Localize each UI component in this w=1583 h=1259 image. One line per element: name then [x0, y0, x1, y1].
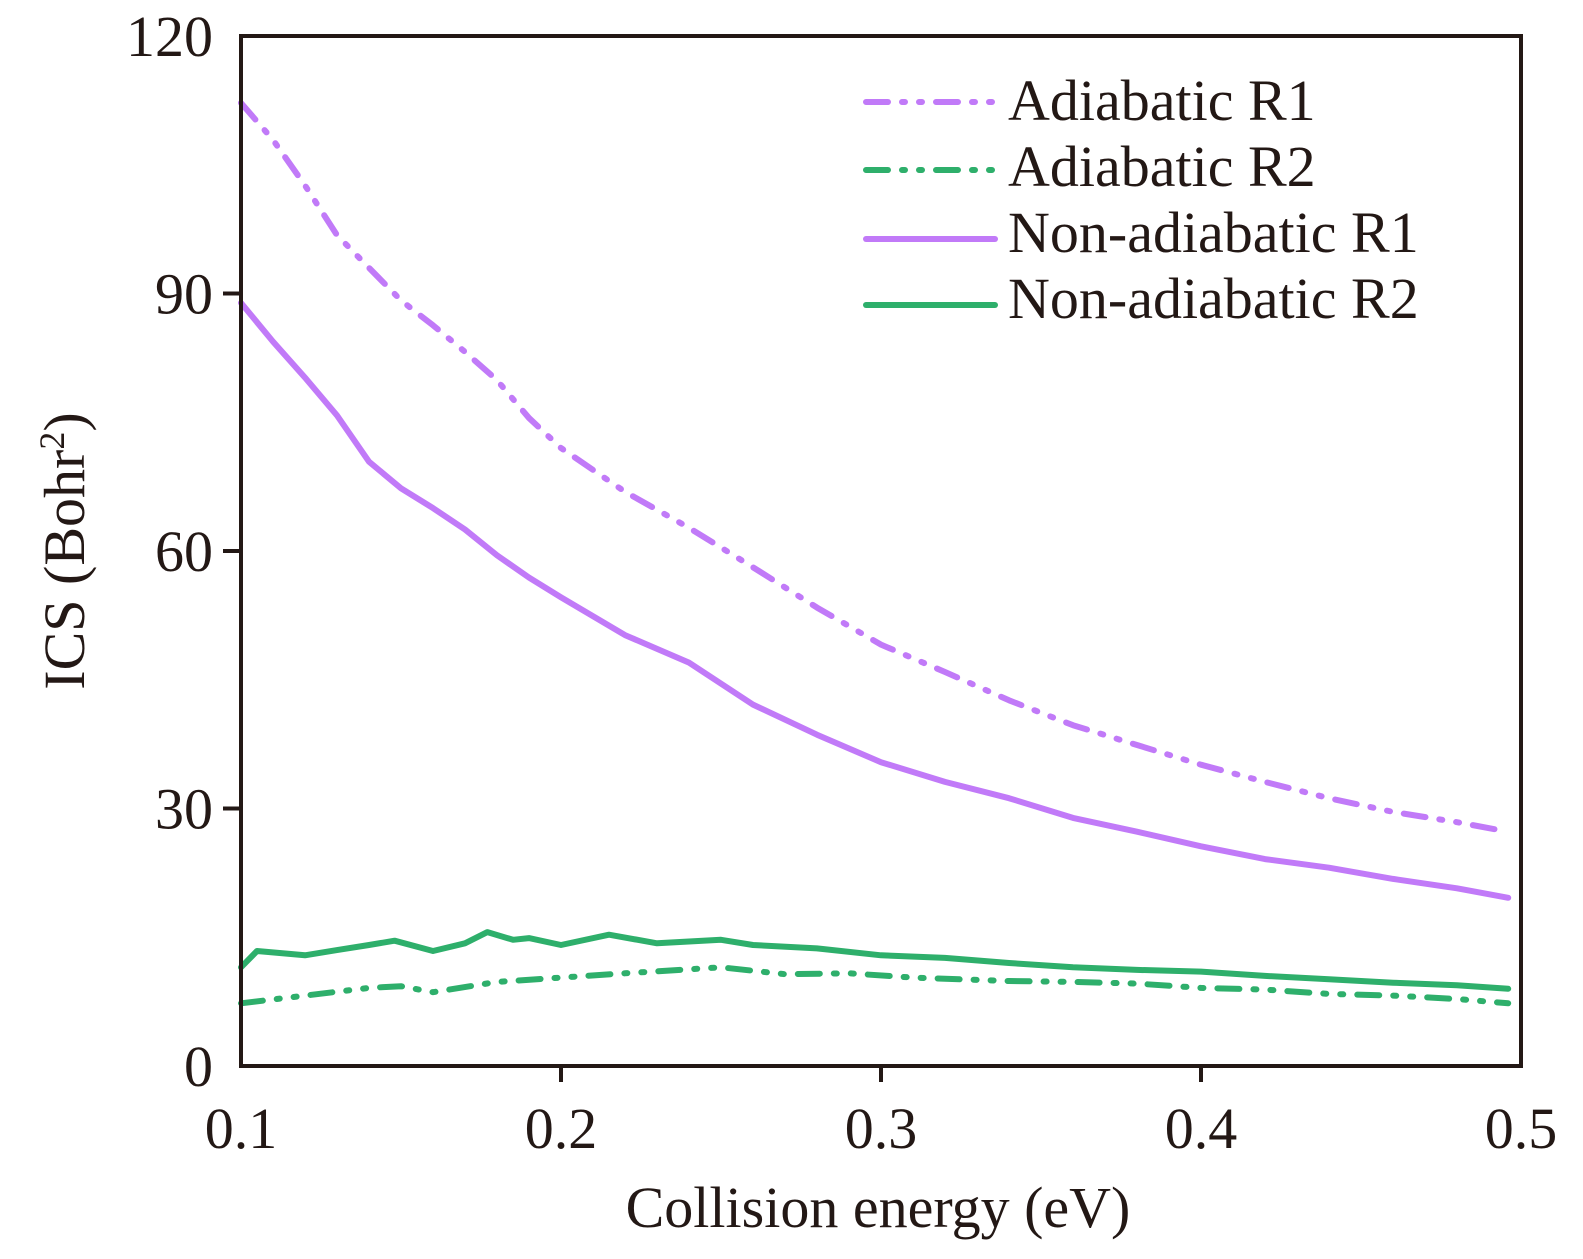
- legend-label-adiabatic-r2: Adiabatic R2: [1008, 134, 1316, 199]
- x-tick-label: 0.3: [845, 1096, 918, 1161]
- y-tick-label: 0: [184, 1034, 213, 1099]
- y-axis-title-superscript: 2: [32, 432, 72, 450]
- y-tick-label: 90: [155, 262, 213, 327]
- legend: Adiabatic R1 Adiabatic R2 Non-adiabatic …: [863, 68, 1419, 331]
- y-axis: 0 30 60 90 120: [126, 4, 241, 1099]
- series-layer: [238, 99, 1512, 1007]
- y-axis-title: ICS (Bohr2): [32, 412, 97, 689]
- series-line-non-adiabatic-r1: [238, 299, 1512, 901]
- x-axis-title: Collision energy (eV): [626, 1175, 1131, 1240]
- y-tick-label: 60: [155, 519, 213, 584]
- y-axis-title-suffix: ): [32, 412, 97, 431]
- legend-label-non-adiabatic-r1: Non-adiabatic R1: [1008, 200, 1419, 265]
- series-line-adiabatic-r1: [238, 99, 1512, 835]
- legend-item-adiabatic-r1: Adiabatic R1: [863, 68, 1316, 133]
- y-tick-label: 120: [126, 4, 213, 69]
- series-line-adiabatic-r2: [238, 964, 1512, 1007]
- legend-label-non-adiabatic-r2: Non-adiabatic R2: [1008, 266, 1419, 331]
- y-tick-label: 30: [155, 777, 213, 842]
- legend-item-non-adiabatic-r2: Non-adiabatic R2: [863, 266, 1419, 331]
- plot-frame: [239, 34, 1523, 1068]
- x-tick-label: 0.4: [1165, 1096, 1238, 1161]
- legend-item-non-adiabatic-r1: Non-adiabatic R1: [863, 200, 1419, 265]
- x-tick-label: 0.1: [205, 1096, 278, 1161]
- series-line-non-adiabatic-r2: [238, 929, 1512, 992]
- x-axis: 0.1 0.2 0.3 0.4 0.5: [205, 1066, 1558, 1161]
- legend-label-adiabatic-r1: Adiabatic R1: [1008, 68, 1316, 133]
- x-tick-label: 0.5: [1485, 1096, 1558, 1161]
- x-tick-label: 0.2: [525, 1096, 598, 1161]
- y-axis-title-main: ICS (Bohr: [32, 450, 97, 690]
- legend-item-adiabatic-r2: Adiabatic R2: [863, 134, 1316, 199]
